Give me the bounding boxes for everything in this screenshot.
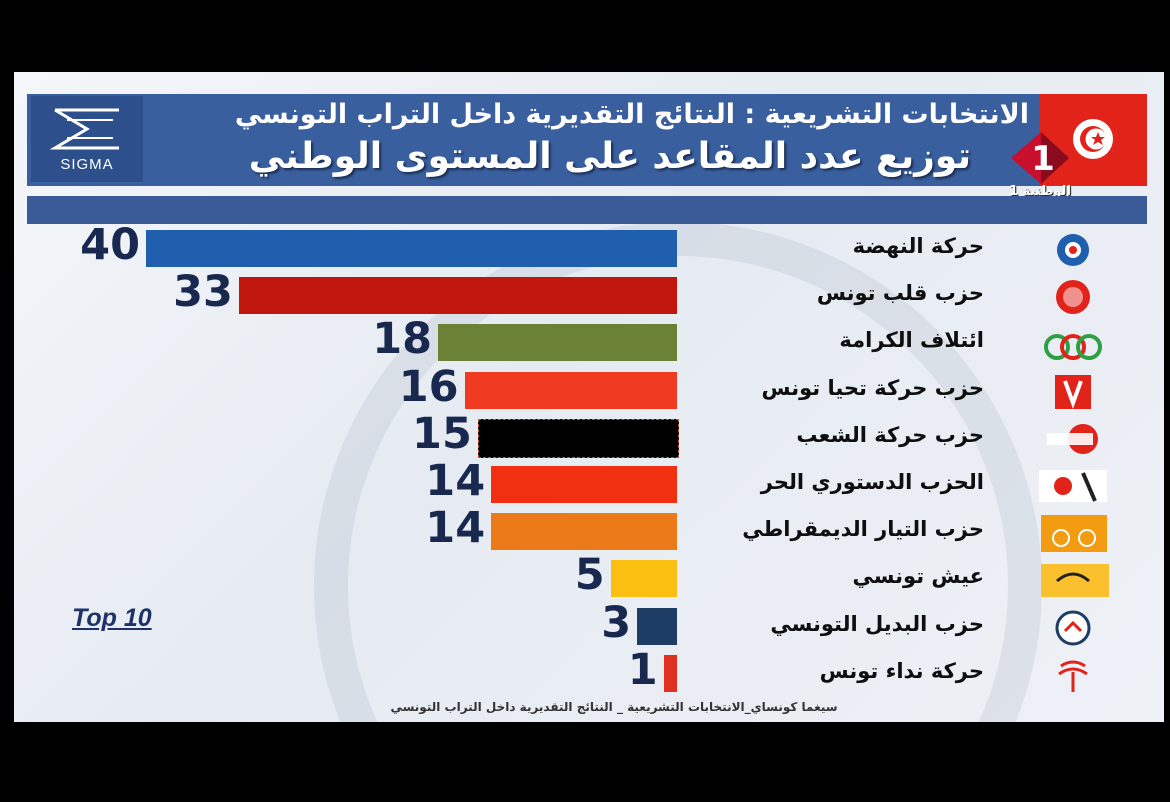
sigma-icon [49,108,119,150]
nidaa-logo [1058,660,1088,692]
watania-channel-logo: 1 [1011,132,1069,184]
bar [491,466,677,503]
bar-value-label: 16 [398,361,459,412]
party-name: عيش تونسي [852,564,984,589]
qalb-tounes-logo [1056,280,1090,315]
tahya-tounes-logo [1055,374,1091,409]
bar [610,560,677,598]
party-name: حزب قلب تونس [816,281,984,306]
footer-caption: سيغما كونساي_الانتخابات التشريعية _ النت… [390,700,838,714]
party-name: الحزب الدستوري الحر [760,470,984,494]
header-band [27,196,1147,224]
bar-value-label: 5 [574,550,605,601]
sigma-logo-text: SIGMA [60,156,114,173]
chart-title: توزيع عدد المقاعد على المستوى الوطني [248,136,971,177]
aich-tounsi-logo [1041,564,1109,598]
bar-value-label: 1 [627,644,658,695]
bar [491,513,677,551]
bar-value-label: 3 [601,597,632,648]
party-name: حزب حركة تحيا تونس [761,375,984,400]
bar [663,654,677,692]
flag-crescent-icon [1073,119,1113,159]
party-name: حركة النهضة [852,234,984,258]
party-name: حزب البديل التونسي [770,611,984,636]
bar [438,324,677,362]
badil-logo [1055,610,1091,646]
karama-logo [1044,334,1102,361]
party-name: حزب حركة الشعب [796,422,984,447]
broadcast-screen: SIGMA الانتخابات التشريعية : النتائج الت… [14,72,1164,722]
bar-value-label: 15 [412,408,472,459]
bar-value-label: 14 [425,503,486,554]
bar-value-label: 18 [372,314,433,365]
bar [238,277,677,315]
pdl-logo [1039,470,1107,502]
attayar-logo [1041,515,1107,553]
party-name: ائتلاف الكرامة [839,328,984,353]
bar [477,418,679,458]
bar [464,371,677,409]
bar-value-label: 40 [80,220,140,270]
sigma-logo: SIGMA [31,96,143,182]
header-banner: SIGMA الانتخابات التشريعية : النتائج الت… [27,94,1147,186]
bar-value-label: 33 [173,267,233,318]
tunisia-flag [1039,94,1147,186]
top10-label: Top 10 [72,604,152,632]
party-name: حركة نداء تونس [819,658,984,683]
bar [637,607,677,645]
chaab-logo [1047,423,1098,454]
bar [146,230,677,267]
bar-value-label: 14 [425,456,486,506]
ennahdha-logo [1057,234,1089,266]
svg-text:1: 1 [1031,139,1055,179]
party-name: حزب التيار الديمقراطي [742,517,984,542]
title-line-1: الانتخابات التشريعية : النتائج التقديرية… [234,99,1029,130]
